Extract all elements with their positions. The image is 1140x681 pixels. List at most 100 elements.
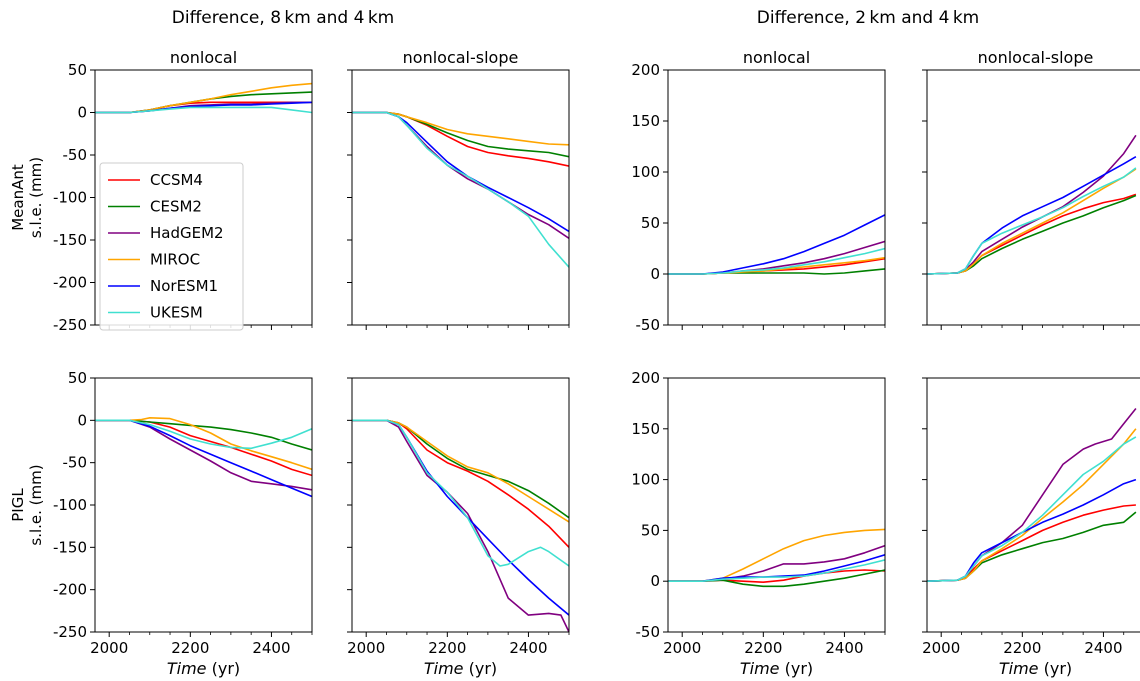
legend: CCSM4 CESM2 HadGEM2 MIROC NorESM1 UKESM	[99, 162, 244, 331]
series-line-cesm2	[927, 511, 1137, 582]
legend-box	[99, 162, 244, 331]
series-line-hadgem2	[352, 419, 569, 632]
y-tick-label: -100	[53, 189, 87, 207]
series-line-ccsm4	[95, 419, 312, 477]
x-tick-label: 2200	[744, 639, 782, 657]
series-line-miroc	[927, 428, 1137, 582]
series-line-ccsm4	[352, 419, 569, 548]
x-tick-label: 2400	[252, 639, 290, 657]
legend-label-hadgem2: HadGEM2	[150, 224, 224, 242]
y-tick-label: 50	[68, 61, 87, 79]
series-group	[668, 214, 885, 275]
series-group	[668, 528, 885, 588]
panel-title: nonlocal-slope	[978, 48, 1094, 67]
panel-7: -50 0 50 100 150 200 2000 2200 2400 Time (yr)	[631, 369, 886, 678]
y-tick-label: 0	[650, 572, 660, 590]
x-tick-label: 2200	[1003, 639, 1041, 657]
series-line-ukesm	[352, 419, 569, 567]
series-group	[95, 417, 312, 498]
series-line-noresm1	[927, 478, 1137, 582]
group-title-right: Difference, 2 km and 4 km	[757, 8, 979, 28]
y-tick-label: -50	[63, 146, 88, 164]
x-tick-label: 2400	[825, 639, 863, 657]
panel-title: nonlocal-slope	[403, 48, 519, 67]
series-line-hadgem2	[927, 134, 1137, 275]
series-line-ukesm	[668, 247, 885, 275]
x-tick-label: 2000	[90, 639, 128, 657]
y-tick-label: -200	[53, 274, 87, 292]
y-tick-label: -150	[53, 231, 87, 249]
x-axis-label: Time (yr)	[167, 659, 240, 678]
y-tick-label: 150	[631, 420, 660, 438]
series-line-ukesm	[668, 559, 885, 582]
y-axis-label: MeanAnt	[9, 164, 27, 231]
series-line-ukesm	[927, 436, 1137, 582]
panel-1: -250 -200 -150 -100 -50 0 50 nonlocal MeanAnt s.l…	[9, 48, 313, 334]
y-axis-label: s.l.e. (mm)	[27, 157, 45, 238]
panel-6: 2000 2200 2400 Time (yr)	[347, 377, 570, 678]
x-tick-label: 2400	[509, 639, 547, 657]
series-line-ukesm	[95, 106, 312, 114]
panel-title: nonlocal	[743, 48, 810, 67]
series-line-cesm2	[95, 419, 312, 451]
series-line-miroc	[352, 419, 569, 523]
series-line-hadgem2	[352, 111, 569, 239]
panel-5: -250 -200 -150 -100 -50 0 50 2000 2200 2400 Time (…	[9, 369, 313, 678]
axes-frame	[667, 377, 886, 633]
y-tick-label: 50	[68, 369, 87, 387]
group-title-left: Difference, 8 km and 4 km	[172, 8, 394, 28]
x-tick-label: 2000	[922, 639, 960, 657]
y-tick-label: 150	[631, 112, 660, 130]
y-tick-label: -200	[53, 581, 87, 599]
y-tick-label: -50	[63, 454, 88, 472]
axes-frame	[94, 377, 313, 633]
x-tick-label: 2200	[428, 639, 466, 657]
series-line-ukesm	[352, 111, 569, 268]
y-tick-label: 50	[641, 214, 660, 232]
series-line-noresm1	[668, 214, 885, 275]
x-axis-label: Time (yr)	[999, 659, 1072, 678]
x-tick-label: 2200	[171, 639, 209, 657]
x-tick-label: 2400	[1084, 639, 1122, 657]
series-line-ccsm4	[352, 111, 569, 167]
series-line-cesm2	[927, 194, 1137, 275]
panel-8: 2000 2200 2400 Time (yr)	[922, 377, 1140, 678]
y-tick-label: -50	[636, 623, 661, 641]
series-line-ccsm4	[927, 193, 1137, 275]
axes-frame	[351, 69, 570, 326]
series-line-miroc	[927, 168, 1137, 275]
y-tick-label: 0	[650, 265, 660, 283]
x-tick-label: 2000	[347, 639, 385, 657]
y-tick-label: -50	[636, 316, 661, 334]
series-line-miroc	[352, 111, 569, 146]
series-line-noresm1	[95, 419, 312, 498]
series-group	[95, 82, 312, 114]
legend-label-cesm2: CESM2	[150, 198, 202, 216]
series-line-cesm2	[668, 569, 885, 588]
y-axis-label: s.l.e. (mm)	[27, 464, 45, 545]
legend-label-ukesm: UKESM	[150, 304, 203, 322]
legend-label-ccsm4: CCSM4	[150, 171, 203, 189]
y-tick-label: -100	[53, 496, 87, 514]
series-line-miroc	[668, 528, 885, 582]
axes-frame	[926, 69, 1140, 326]
series-line-ukesm	[927, 167, 1137, 275]
panel-3: -50 0 50 100 150 200 nonlocal	[631, 48, 886, 334]
series-line-ukesm	[95, 419, 312, 450]
series-group	[352, 111, 569, 268]
series-group	[927, 134, 1137, 275]
y-tick-label: 0	[77, 104, 87, 122]
series-group	[927, 407, 1137, 582]
y-tick-label: 0	[77, 411, 87, 429]
series-line-noresm1	[927, 156, 1137, 275]
legend-label-noresm1: NorESM1	[150, 277, 218, 295]
y-tick-label: 100	[631, 471, 660, 489]
axes-frame	[926, 377, 1140, 633]
series-line-noresm1	[352, 419, 569, 616]
y-tick-label: -250	[53, 623, 87, 641]
y-tick-label: 100	[631, 163, 660, 181]
y-tick-label: -250	[53, 316, 87, 334]
legend-label-miroc: MIROC	[150, 251, 200, 269]
